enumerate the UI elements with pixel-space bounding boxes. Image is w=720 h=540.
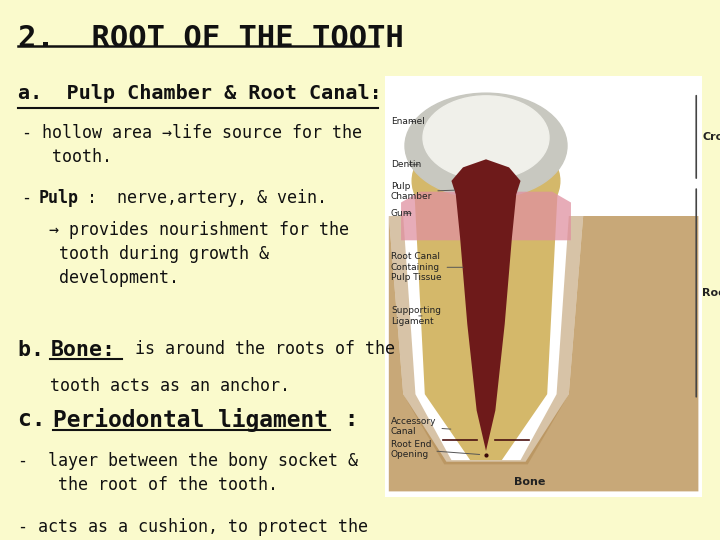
Text: -: - (22, 189, 42, 207)
Ellipse shape (413, 131, 560, 231)
Text: Supporting
Ligament: Supporting Ligament (391, 306, 441, 326)
Polygon shape (401, 192, 571, 240)
Text: a.  Pulp Chamber & Root Canal:: a. Pulp Chamber & Root Canal: (18, 84, 382, 103)
Text: b.: b. (18, 340, 70, 360)
Text: Root Canal
Containing
Pulp Tissue: Root Canal Containing Pulp Tissue (391, 252, 463, 282)
Polygon shape (389, 216, 583, 464)
Ellipse shape (405, 93, 567, 198)
Text: Root: Root (702, 288, 720, 298)
Text: 2.  ROOT OF THE TOOTH: 2. ROOT OF THE TOOTH (18, 24, 441, 53)
Text: Periodontal ligament: Periodontal ligament (53, 408, 328, 431)
Text: Crown: Crown (702, 132, 720, 142)
Text: Pulp: Pulp (38, 189, 78, 207)
Polygon shape (451, 159, 521, 451)
Text: Accessory
Canal: Accessory Canal (391, 417, 451, 436)
FancyBboxPatch shape (385, 76, 702, 497)
Text: Gum: Gum (391, 209, 413, 218)
Text: - acts as a cushion, to protect the
   tooth & the bone against the shock
   of : - acts as a cushion, to protect the toot… (18, 518, 388, 540)
Text: Enamel: Enamel (391, 117, 425, 126)
Text: c.: c. (18, 408, 73, 431)
Text: :  nerve,artery, & vein.: : nerve,artery, & vein. (77, 189, 327, 207)
Text: Bone:: Bone: (50, 340, 115, 360)
Text: - hollow area →life source for the
   tooth.: - hollow area →life source for the tooth… (22, 124, 361, 166)
Text: is around the roots of the: is around the roots of the (125, 340, 395, 358)
Ellipse shape (423, 96, 549, 179)
Text: → provides nourishment for the
   tooth during growth &
   development.: → provides nourishment for the tooth dur… (29, 221, 348, 287)
Text: tooth acts as an anchor.: tooth acts as an anchor. (50, 377, 290, 395)
Text: Dentin: Dentin (391, 160, 421, 169)
Text: :: : (331, 408, 359, 431)
Polygon shape (389, 216, 698, 491)
Text: Pulp
Chamber: Pulp Chamber (391, 182, 454, 201)
Text: Root End
Opening: Root End Opening (391, 440, 480, 459)
Text: -  layer between the bony socket &
    the root of the tooth.: - layer between the bony socket & the ro… (18, 452, 358, 494)
Polygon shape (414, 184, 558, 460)
Text: Bone: Bone (513, 477, 545, 487)
